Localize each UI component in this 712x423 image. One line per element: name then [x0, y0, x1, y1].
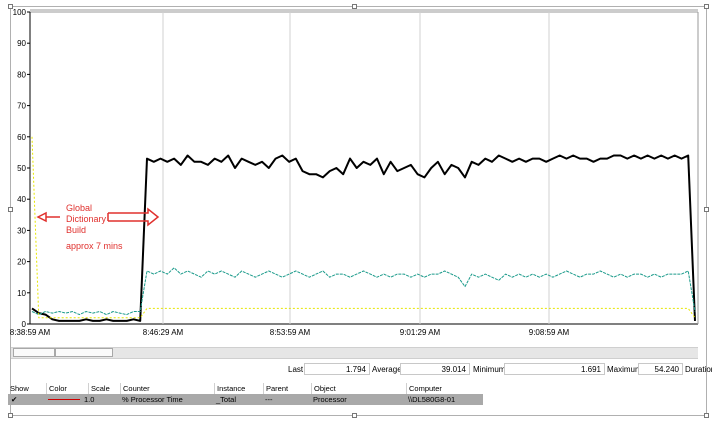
series-line-1: [31, 154, 696, 322]
header-show[interactable]: Show: [10, 384, 29, 393]
legend-row[interactable]: ✔ 1.0 % Processor Time _Total --- Proces…: [8, 394, 483, 405]
average-value: 39.014: [400, 363, 470, 375]
average-label: Average: [372, 365, 402, 374]
performance-chart: 0 10 20 30 40 50 60 70 80 90 100 8:38:59 AM 8:46:29 …: [10, 8, 699, 337]
header-object[interactable]: Object: [311, 383, 336, 394]
row-computer: \\DL580G8-01: [408, 395, 456, 404]
y-tick-label: 40: [17, 195, 26, 204]
y-tick-label: 50: [17, 164, 26, 173]
counter-legend-table: Show Color Scale Counter Instance Parent…: [8, 383, 483, 405]
row-instance: _Total: [216, 395, 237, 404]
row-parent: ---: [265, 395, 273, 404]
last-label: Last: [288, 365, 304, 374]
arrow-left-head: [36, 211, 47, 223]
y-tick-label: 60: [17, 133, 26, 142]
row-object: Processor: [313, 395, 347, 404]
x-tick-label: 8:38:59 AM: [10, 328, 51, 337]
counter-color-swatch: [48, 399, 80, 400]
resize-handle-left[interactable]: [8, 207, 13, 212]
time-scrollbar[interactable]: [11, 347, 698, 359]
y-tick-label: 90: [17, 39, 26, 48]
minimum-value: 1.691: [504, 363, 605, 375]
minimum-label: Minimum: [473, 365, 506, 374]
stats-bar: Last 1.794 Average 39.014 Minimum 1.691 …: [11, 363, 712, 377]
x-tick-label: 9:08:59 AM: [529, 328, 570, 337]
annotation-dictionary: Dictionary: [66, 214, 107, 224]
maximum-label: Maximum: [607, 365, 642, 374]
resize-handle-bottom-left[interactable]: [8, 413, 13, 418]
x-tick-label: 9:01:29 AM: [400, 328, 441, 337]
row-counter: % Processor Time: [122, 395, 183, 404]
resize-handle-top-left[interactable]: [8, 4, 13, 9]
arrow-right-body: [108, 207, 160, 227]
x-tick-label: 8:53:59 AM: [270, 328, 311, 337]
chart-svg: 0 10 20 30 40 50 60 70 80 90 100 8:38:59 AM 8:46:29 …: [10, 8, 699, 337]
resize-handle-top[interactable]: [352, 4, 357, 9]
y-tick-label: 80: [17, 70, 26, 79]
annotation-global: Global: [66, 203, 93, 213]
scroll-thumb-left[interactable]: [13, 348, 55, 357]
x-tick-label: 8:46:29 AM: [143, 328, 184, 337]
resize-handle-right[interactable]: [704, 207, 709, 212]
header-scale[interactable]: Scale: [88, 383, 110, 394]
header-instance[interactable]: Instance: [214, 383, 245, 394]
scroll-thumb[interactable]: [55, 348, 113, 357]
resize-handle-bottom[interactable]: [352, 413, 357, 418]
legend-header-row: Show Color Scale Counter Instance Parent…: [8, 383, 483, 394]
row-scale: 1.0: [84, 395, 95, 404]
last-value: 1.794: [304, 363, 370, 375]
header-computer[interactable]: Computer: [406, 383, 442, 394]
y-tick-label: 30: [17, 226, 26, 235]
annotation-duration: approx 7 mins: [66, 241, 123, 251]
resize-handle-top-right[interactable]: [704, 4, 709, 9]
maximum-value: 54.240: [638, 363, 683, 375]
y-tick-label: 20: [17, 258, 26, 267]
header-parent[interactable]: Parent: [263, 383, 288, 394]
show-checkbox[interactable]: ✔: [11, 395, 18, 404]
series-line-3: [31, 136, 696, 319]
y-tick-label: 70: [17, 102, 26, 111]
header-color[interactable]: Color: [46, 383, 67, 394]
y-tick-label: 0: [22, 320, 27, 329]
header-counter[interactable]: Counter: [120, 383, 150, 394]
annotation-build: Build: [66, 225, 87, 235]
series-line-2: [31, 267, 696, 316]
duration-label: Duration: [685, 365, 712, 374]
y-tick-label: 10: [17, 289, 26, 298]
resize-handle-bottom-right[interactable]: [704, 413, 709, 418]
y-tick-label: 100: [13, 8, 27, 17]
